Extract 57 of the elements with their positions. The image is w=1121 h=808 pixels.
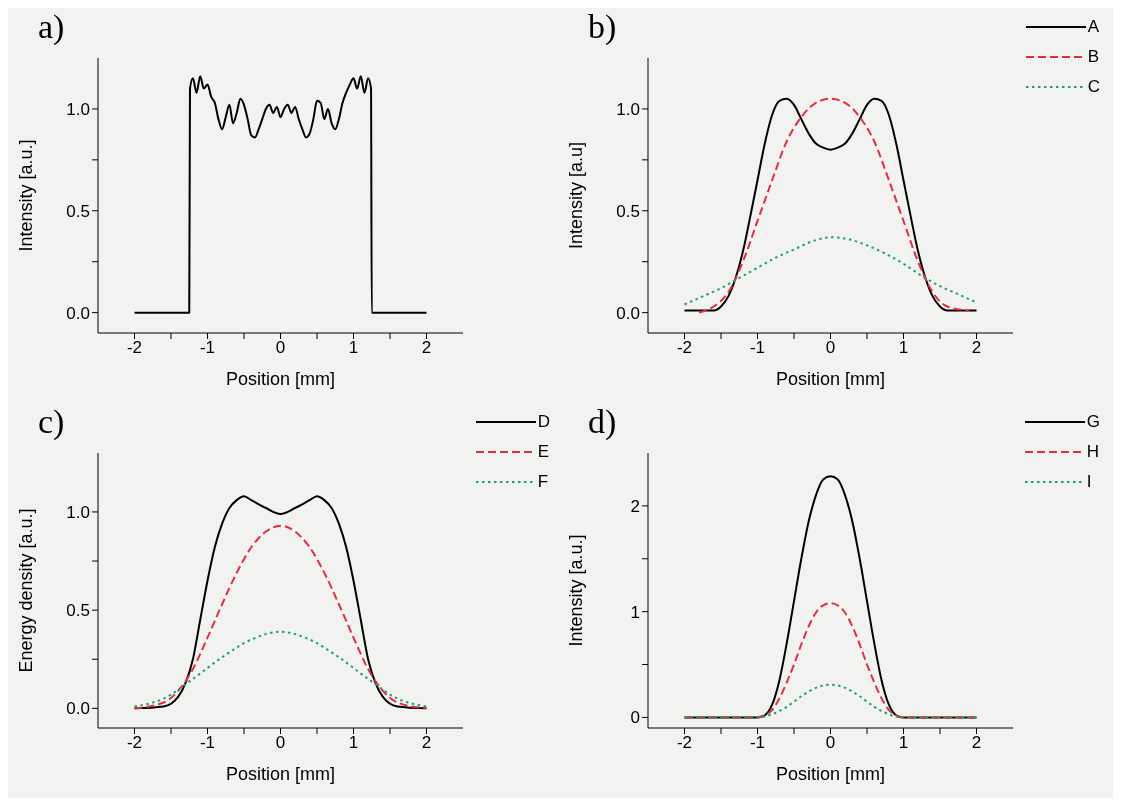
x-tick-label: -1 xyxy=(749,733,766,753)
line-series xyxy=(133,75,428,314)
y-tick-label: 1.0 xyxy=(616,99,640,119)
y-axis-title: Intensity [a.u.] xyxy=(16,139,37,252)
legend-label: A xyxy=(1087,17,1100,37)
y-tick-label: 0.5 xyxy=(66,201,90,221)
x-axis-title: Position [mm] xyxy=(775,369,886,389)
x-tick-label: -2 xyxy=(126,733,143,753)
line-series xyxy=(683,683,978,719)
x-tick-label: 0 xyxy=(825,733,836,753)
x-axis-title: Position [mm] xyxy=(225,369,336,389)
legend-label: C xyxy=(1087,77,1100,97)
legend-label: E xyxy=(537,442,550,462)
x-tick-label: 2 xyxy=(971,733,982,753)
y-tick-label: 0 xyxy=(630,708,640,728)
x-tick-label: -1 xyxy=(199,338,216,358)
legend-label: H xyxy=(1086,442,1100,462)
legend-label: I xyxy=(1086,472,1092,492)
x-tick-label: 1 xyxy=(348,733,359,753)
legend-label: B xyxy=(1087,47,1100,67)
x-tick-label: 1 xyxy=(348,338,359,358)
x-tick-label: 0 xyxy=(275,338,286,358)
legend-label: D xyxy=(537,412,550,432)
y-tick-label: 1 xyxy=(630,602,640,622)
y-axis-title: Intensity [a.u] xyxy=(566,141,587,250)
chart-title: d) xyxy=(588,403,617,441)
chart-title: c) xyxy=(38,403,65,441)
legend-label: G xyxy=(1086,412,1100,432)
x-tick-label: -2 xyxy=(126,338,143,358)
y-axis-title: Intensity [a.u.] xyxy=(566,534,587,647)
y-axis-title: Energy density [a.u.] xyxy=(16,508,37,673)
x-tick-label: 2 xyxy=(421,338,432,358)
line-series xyxy=(133,630,428,708)
x-tick-label: 2 xyxy=(971,338,982,358)
x-tick-label: 2 xyxy=(421,733,432,753)
line-series xyxy=(683,236,978,306)
x-tick-label: -1 xyxy=(199,733,216,753)
x-tick-label: 0 xyxy=(275,733,286,753)
y-tick-label: 0.5 xyxy=(616,201,640,221)
x-tick-label: 1 xyxy=(898,338,909,358)
chart-title: a) xyxy=(38,8,65,46)
y-tick-label: 0.0 xyxy=(66,699,90,719)
x-tick-label: 0 xyxy=(825,338,836,358)
y-tick-label: 0.0 xyxy=(616,303,640,323)
y-tick-label: 1.0 xyxy=(66,502,90,522)
x-tick-label: -2 xyxy=(676,338,693,358)
y-tick-label: 0.5 xyxy=(66,601,90,621)
y-tick-label: 0.0 xyxy=(66,303,90,323)
x-tick-label: 1 xyxy=(898,733,909,753)
x-axis-title: Position [mm] xyxy=(225,764,336,784)
x-tick-label: -2 xyxy=(676,733,693,753)
y-tick-label: 2 xyxy=(630,496,640,516)
x-axis-title: Position [mm] xyxy=(775,764,886,784)
legend-label: F xyxy=(537,472,549,492)
chart-title: b) xyxy=(588,8,617,46)
x-tick-label: -1 xyxy=(749,338,766,358)
y-tick-label: 1.0 xyxy=(66,99,90,119)
